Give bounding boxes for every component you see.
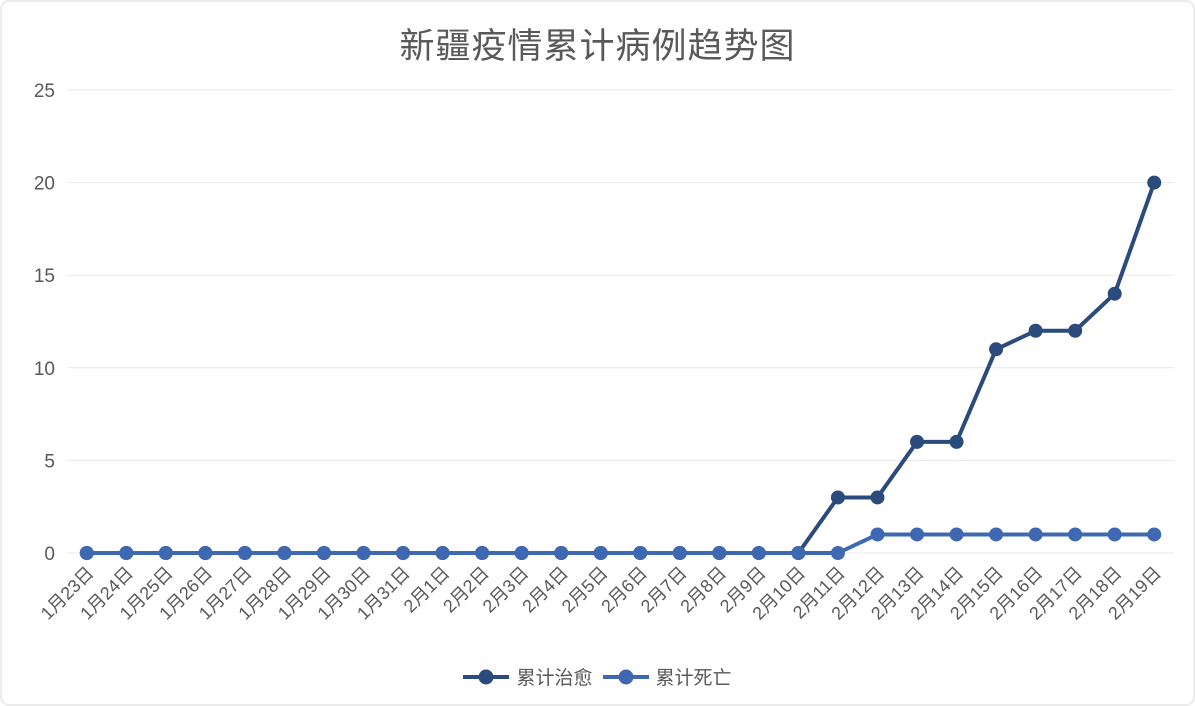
data-point-marker[interactable]	[198, 546, 213, 560]
data-point-marker[interactable]	[870, 490, 885, 505]
data-point-marker[interactable]	[910, 434, 925, 449]
y-axis-tick-label: 0	[44, 544, 55, 565]
data-point-marker[interactable]	[396, 546, 411, 560]
y-axis-tick-label: 15	[34, 266, 55, 287]
data-point-marker[interactable]	[989, 342, 1004, 357]
data-point-marker[interactable]	[316, 546, 331, 560]
data-point-marker[interactable]	[989, 527, 1004, 542]
data-point-marker[interactable]	[672, 546, 687, 560]
data-point-marker[interactable]	[791, 546, 806, 560]
data-point-marker[interactable]	[1068, 527, 1083, 542]
data-point-marker[interactable]	[237, 546, 252, 560]
data-point-marker[interactable]	[1107, 527, 1122, 542]
legend-item[interactable]: 累计死亡	[602, 663, 732, 690]
legend-marker-icon	[463, 669, 510, 684]
data-point-marker[interactable]	[514, 546, 529, 560]
data-point-marker[interactable]	[593, 546, 608, 560]
chart-title: 新疆疫情累计病例趋势图	[399, 27, 796, 66]
data-point-marker[interactable]	[356, 546, 371, 560]
y-axis-tick-label: 25	[34, 81, 55, 102]
y-axis-tick-label: 5	[44, 451, 55, 472]
legend-label: 累计死亡	[655, 668, 732, 689]
y-axis-tick-label: 10	[34, 359, 55, 380]
legend-marker-icon	[602, 669, 649, 684]
y-axis-tick-label: 20	[34, 174, 55, 195]
data-point-marker[interactable]	[712, 546, 727, 560]
data-point-marker[interactable]	[1147, 175, 1162, 190]
data-point-marker[interactable]	[1028, 323, 1043, 338]
data-point-marker[interactable]	[119, 546, 134, 560]
data-point-marker[interactable]	[870, 527, 885, 542]
data-point-marker[interactable]	[751, 546, 766, 560]
legend-label: 累计治愈	[516, 668, 593, 689]
data-point-marker[interactable]	[1028, 527, 1043, 542]
data-point-marker[interactable]	[277, 546, 292, 560]
data-point-marker[interactable]	[949, 527, 964, 542]
data-point-marker[interactable]	[435, 546, 450, 560]
data-point-marker[interactable]	[1107, 286, 1122, 301]
data-point-marker[interactable]	[910, 527, 925, 542]
data-point-marker[interactable]	[554, 546, 569, 560]
data-point-marker[interactable]	[830, 546, 845, 560]
data-point-marker[interactable]	[475, 546, 490, 560]
data-point-marker[interactable]	[1068, 323, 1083, 338]
data-point-marker[interactable]	[949, 434, 964, 449]
data-point-marker[interactable]	[79, 546, 94, 560]
data-point-marker[interactable]	[158, 546, 173, 560]
legend-item[interactable]: 累计治愈	[463, 663, 593, 690]
data-point-marker[interactable]	[1147, 527, 1162, 542]
legend: 累计治愈 累计死亡	[2, 663, 1193, 690]
data-point-marker[interactable]	[633, 546, 648, 560]
series-line-1	[84, 532, 1157, 555]
data-point-marker[interactable]	[830, 490, 845, 505]
